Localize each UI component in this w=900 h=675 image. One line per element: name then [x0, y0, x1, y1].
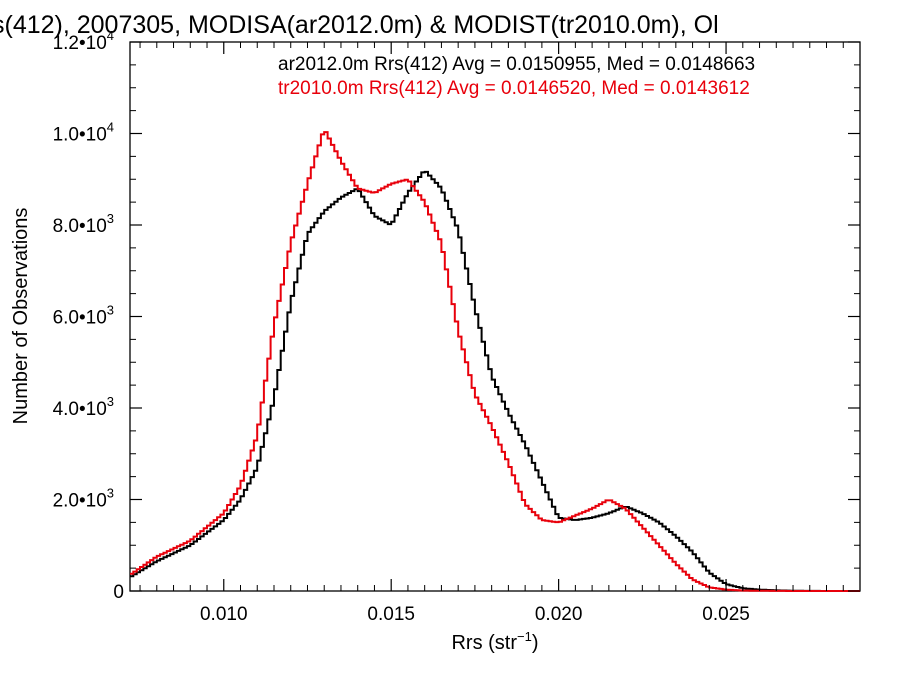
legend-entry-2: tr2010.0m Rrs(412) Avg = 0.0146520, Med … — [278, 78, 750, 99]
y-tick-label: 2.0•103 — [53, 486, 114, 512]
series-layer — [130, 131, 860, 592]
x-tick-label: 0.015 — [367, 604, 415, 625]
legend-entry-1: ar2012.0m Rrs(412) Avg = 0.0150955, Med … — [278, 54, 755, 75]
legend: ar2012.0m Rrs(412) Avg = 0.0150955, Med … — [278, 54, 755, 99]
y-tick-label: 0 — [113, 582, 124, 603]
y-axis: 0 2.0•103 4.0•103 6.0•103 8.0•103 1.0•104 1.2•… — [53, 28, 860, 603]
x-tick-label: 0.020 — [535, 604, 583, 625]
series-line-1 — [130, 170, 860, 592]
y-tick-label: 1.2•104 — [53, 28, 114, 54]
y-tick-label: 4.0•103 — [53, 394, 114, 420]
x-axis: 0.010 0.015 0.020 0.025 — [139, 42, 844, 625]
chart-title: s(412), 2007305, MODISA(ar2012.0m) & MOD… — [0, 11, 719, 39]
x-tick-label: 0.025 — [702, 604, 750, 625]
x-tick-label: 0.010 — [200, 604, 248, 625]
x-axis-title: Rrs (str−1) — [451, 629, 538, 654]
series-line-2 — [130, 131, 860, 592]
y-tick-label: 6.0•103 — [53, 303, 114, 329]
y-axis-title: Number of Observations — [10, 208, 32, 425]
plot-frame — [129, 41, 861, 592]
y-tick-label: 8.0•103 — [53, 211, 114, 237]
y-tick-label: 1.0•104 — [53, 120, 114, 146]
